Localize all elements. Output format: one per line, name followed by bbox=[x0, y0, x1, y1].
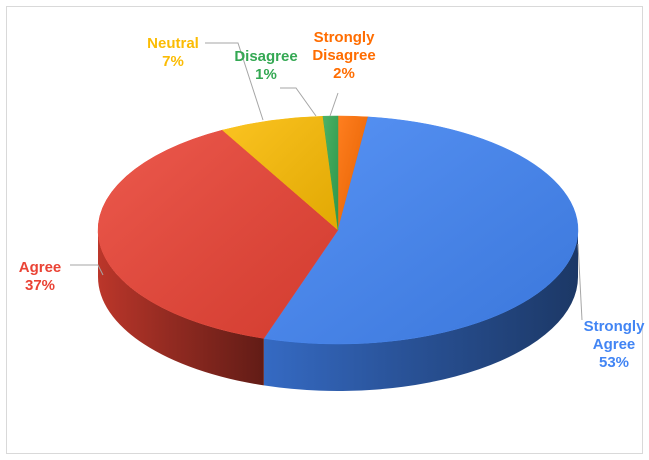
slice-side-agree bbox=[98, 230, 264, 386]
leader-line-disagree bbox=[280, 87, 317, 117]
data-label-agree: Agree 37% bbox=[19, 259, 62, 294]
data-label-value: 7% bbox=[162, 53, 184, 70]
slice-shine-disagree bbox=[322, 116, 338, 230]
leader-line-strongly-agree bbox=[577, 243, 583, 321]
data-label-category: Strongly bbox=[584, 318, 645, 335]
leader-line-agree bbox=[70, 264, 104, 276]
data-label-neutral: Neutral 7% bbox=[147, 35, 199, 70]
data-label-category: Strongly bbox=[314, 29, 375, 46]
slice-shine-strongly-agree bbox=[263, 116, 579, 344]
leader-line-neutral bbox=[205, 42, 264, 121]
slice-shine-agree bbox=[98, 130, 338, 339]
data-label-value: 37% bbox=[25, 277, 55, 294]
pie-slices bbox=[97, 115, 579, 345]
data-label-category: Disagree bbox=[234, 48, 297, 65]
leader-line-strongly-disagree bbox=[329, 92, 339, 117]
slice-side-strongly-agree bbox=[263, 230, 578, 391]
data-label-strongly-disagree: Strongly Disagree 2% bbox=[312, 29, 375, 82]
data-label-category: Neutral bbox=[147, 35, 199, 52]
data-label-disagree: Disagree 1% bbox=[234, 48, 297, 83]
data-label-value: 2% bbox=[333, 65, 355, 82]
data-label-category: Disagree bbox=[312, 47, 375, 64]
data-label-value: 53% bbox=[599, 354, 629, 371]
data-label-value: 1% bbox=[255, 66, 277, 83]
data-label-category: Agree bbox=[593, 336, 636, 353]
leader-lines bbox=[70, 42, 583, 321]
data-label-strongly-agree: Strongly Agree 53% bbox=[584, 318, 645, 371]
data-label-category: Agree bbox=[19, 259, 62, 276]
pie-sides bbox=[98, 230, 578, 391]
slice-shine-neutral bbox=[222, 116, 338, 230]
data-labels: Strongly Agree 53%Agree 37%Neutral 7% Disagre… bbox=[19, 29, 645, 371]
